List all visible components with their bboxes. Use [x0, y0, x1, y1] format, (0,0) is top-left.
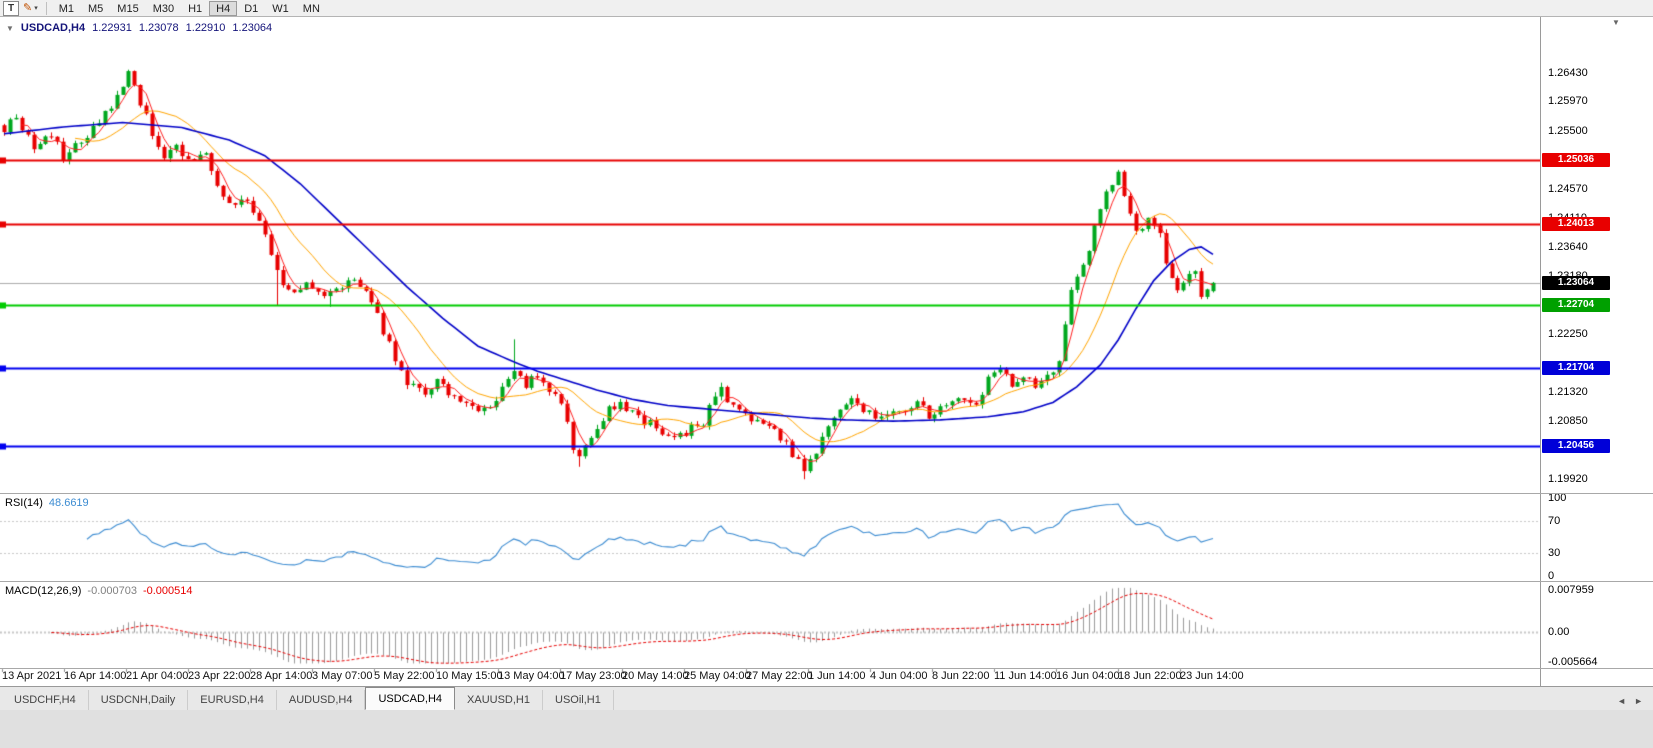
price-tag-1.24013: 1.24013	[1542, 216, 1610, 231]
time-label: 8 Jun 22:00	[932, 670, 990, 682]
chart-tab-audusd-h4[interactable]: AUDUSD,H4	[276, 690, 366, 710]
price-tick: 1.26430	[1548, 66, 1588, 79]
rsi-panel-separator[interactable]	[0, 493, 1653, 494]
time-label: 4 Jun 04:00	[870, 670, 928, 682]
price-tick: 1.21320	[1548, 385, 1588, 398]
low-value: 1.22910	[185, 22, 226, 34]
chart-tab-usdcad-h4[interactable]: USDCAD,H4	[365, 687, 456, 710]
chart-title: ▼ USDCAD,H4 1.22931 1.23078 1.22910 1.23…	[6, 22, 272, 34]
rsi-tick: 100	[1548, 492, 1567, 504]
macd-tick: 0.00	[1548, 626, 1570, 639]
price-tick: 1.23640	[1548, 240, 1588, 253]
time-label: 13 Apr 2021	[2, 670, 62, 682]
time-label: 1 Jun 14:00	[808, 670, 866, 682]
time-axis-separator	[0, 668, 1653, 669]
crosshair-tool-button[interactable]: T	[3, 0, 19, 16]
chart-tab-usdcnh-daily[interactable]: USDCNH,Daily	[88, 690, 189, 710]
time-label: 3 May 07:00	[312, 670, 373, 682]
time-label: 10 May 15:00	[436, 670, 503, 682]
chart-tab-usoil-h1[interactable]: USOil,H1	[543, 690, 614, 710]
time-label: 27 May 22:00	[746, 670, 813, 682]
price-tag-1.22704: 1.22704	[1542, 298, 1610, 313]
timeframe-buttons: M1 M5 M15 M30 H1 H4 D1 W1 MN	[52, 0, 327, 17]
chart-tab-xauusd-h1[interactable]: XAUUSD,H1	[455, 690, 543, 710]
price-tag-1.20456: 1.20456	[1542, 438, 1610, 453]
time-label: 16 Apr 14:00	[64, 670, 127, 682]
chart-tab-eurusd-h4[interactable]: EURUSD,H4	[188, 690, 277, 710]
collapse-arrow-icon[interactable]: ▼	[6, 24, 14, 33]
chart-area: ▼ USDCAD,H4 1.22931 1.23078 1.22910 1.23…	[0, 17, 1653, 686]
time-label: 16 Jun 04:00	[1056, 670, 1120, 682]
macd-name: MACD(12,26,9)	[5, 585, 82, 597]
toolbar: T ✎ ▾ M1 M5 M15 M30 H1 H4 D1 W1 MN	[0, 0, 1653, 17]
price-tag-1.21704: 1.21704	[1542, 360, 1610, 375]
rsi-name: RSI(14)	[5, 497, 43, 509]
time-label: 21 Apr 04:00	[126, 670, 189, 682]
high-value: 1.23078	[138, 22, 179, 34]
price-tick: 1.25970	[1548, 95, 1588, 108]
time-label: 28 Apr 14:00	[250, 670, 313, 682]
close-value: 1.23064	[232, 22, 273, 34]
open-value: 1.22931	[92, 22, 132, 34]
pencil-icon: ✎	[23, 1, 33, 14]
timeframe-button-h1[interactable]: H1	[188, 2, 203, 15]
symbol-period-label: USDCAD,H4	[20, 22, 86, 34]
draw-tool-button[interactable]: ✎ ▾	[20, 1, 41, 16]
timeframe-button-d1[interactable]: D1	[244, 2, 259, 15]
timeframe-button-m5[interactable]: M5	[88, 2, 104, 15]
chart-scroll-marker-icon[interactable]: ▼	[1612, 18, 1620, 27]
macd-panel-separator[interactable]	[0, 581, 1653, 582]
toolbar-separator	[45, 1, 47, 15]
price-tick: 1.19920	[1548, 473, 1588, 486]
chevron-down-icon: ▾	[34, 5, 38, 12]
macd-signal-value: -0.000514	[142, 585, 193, 597]
rsi-indicator-label: RSI(14) 48.6619	[5, 497, 89, 509]
price-tag-1.23064: 1.23064	[1542, 275, 1610, 290]
rsi-tick: 70	[1548, 515, 1561, 528]
time-label: 23 Jun 14:00	[1180, 670, 1244, 682]
timeframe-button-m15[interactable]: M15	[117, 2, 139, 15]
tab-scroll-left-icon[interactable]: ◄	[1617, 696, 1627, 706]
price-tick: 1.22250	[1548, 327, 1588, 340]
tab-scroll-right-icon[interactable]: ►	[1634, 696, 1643, 706]
time-label: 11 Jun 14:00	[994, 670, 1057, 682]
timeframe-button-m30[interactable]: M30	[152, 2, 175, 15]
price-tick: 1.20850	[1548, 415, 1588, 428]
timeframe-button-mn[interactable]: MN	[302, 2, 320, 15]
macd-main-value: -0.000703	[87, 585, 137, 597]
price-tag-1.25036: 1.25036	[1542, 152, 1610, 167]
timeframe-button-h4[interactable]: H4	[209, 0, 238, 16]
time-label: 20 May 14:00	[622, 670, 689, 682]
time-label: 18 Jun 22:00	[1118, 670, 1182, 682]
time-label: 13 May 04:00	[498, 670, 565, 682]
time-label: 25 May 04:00	[684, 670, 751, 682]
chart-tab-bar: USDCHF,H4 USDCNH,Daily EURUSD,H4 AUDUSD,H4 U…	[0, 686, 1653, 710]
status-area	[0, 710, 1653, 748]
price-chart-canvas[interactable]	[0, 17, 1540, 686]
time-label: 23 Apr 22:00	[188, 670, 251, 682]
chart-tabs: USDCHF,H4 USDCNH,Daily EURUSD,H4 AUDUSD,H4 U…	[0, 687, 614, 710]
chart-tab-usdchf-h4[interactable]: USDCHF,H4	[2, 690, 89, 710]
rsi-tick: 0	[1548, 570, 1555, 582]
tab-scroll-buttons: ◄ ►	[1617, 696, 1653, 710]
price-tick: 1.24570	[1548, 182, 1588, 195]
timeframe-button-w1[interactable]: W1	[272, 2, 289, 15]
timeframe-button-m1[interactable]: M1	[58, 2, 75, 15]
price-axis[interactable]: 1.264301.259701.255001.245701.241101.236…	[1540, 17, 1653, 686]
rsi-value: 48.6619	[48, 497, 89, 509]
rsi-tick: 30	[1548, 546, 1561, 559]
time-label: 5 May 22:00	[374, 670, 435, 682]
macd-tick: 0.007959	[1548, 584, 1594, 596]
macd-indicator-label: MACD(12,26,9) -0.000703 -0.000514	[5, 585, 193, 597]
time-label: 17 May 23:00	[560, 670, 627, 682]
macd-tick: -0.005664	[1548, 656, 1598, 668]
price-tick: 1.25500	[1548, 124, 1588, 137]
time-axis[interactable]: 13 Apr 2021 16 Apr 14:00 21 Apr 04:00 23 Ap…	[0, 669, 1540, 686]
